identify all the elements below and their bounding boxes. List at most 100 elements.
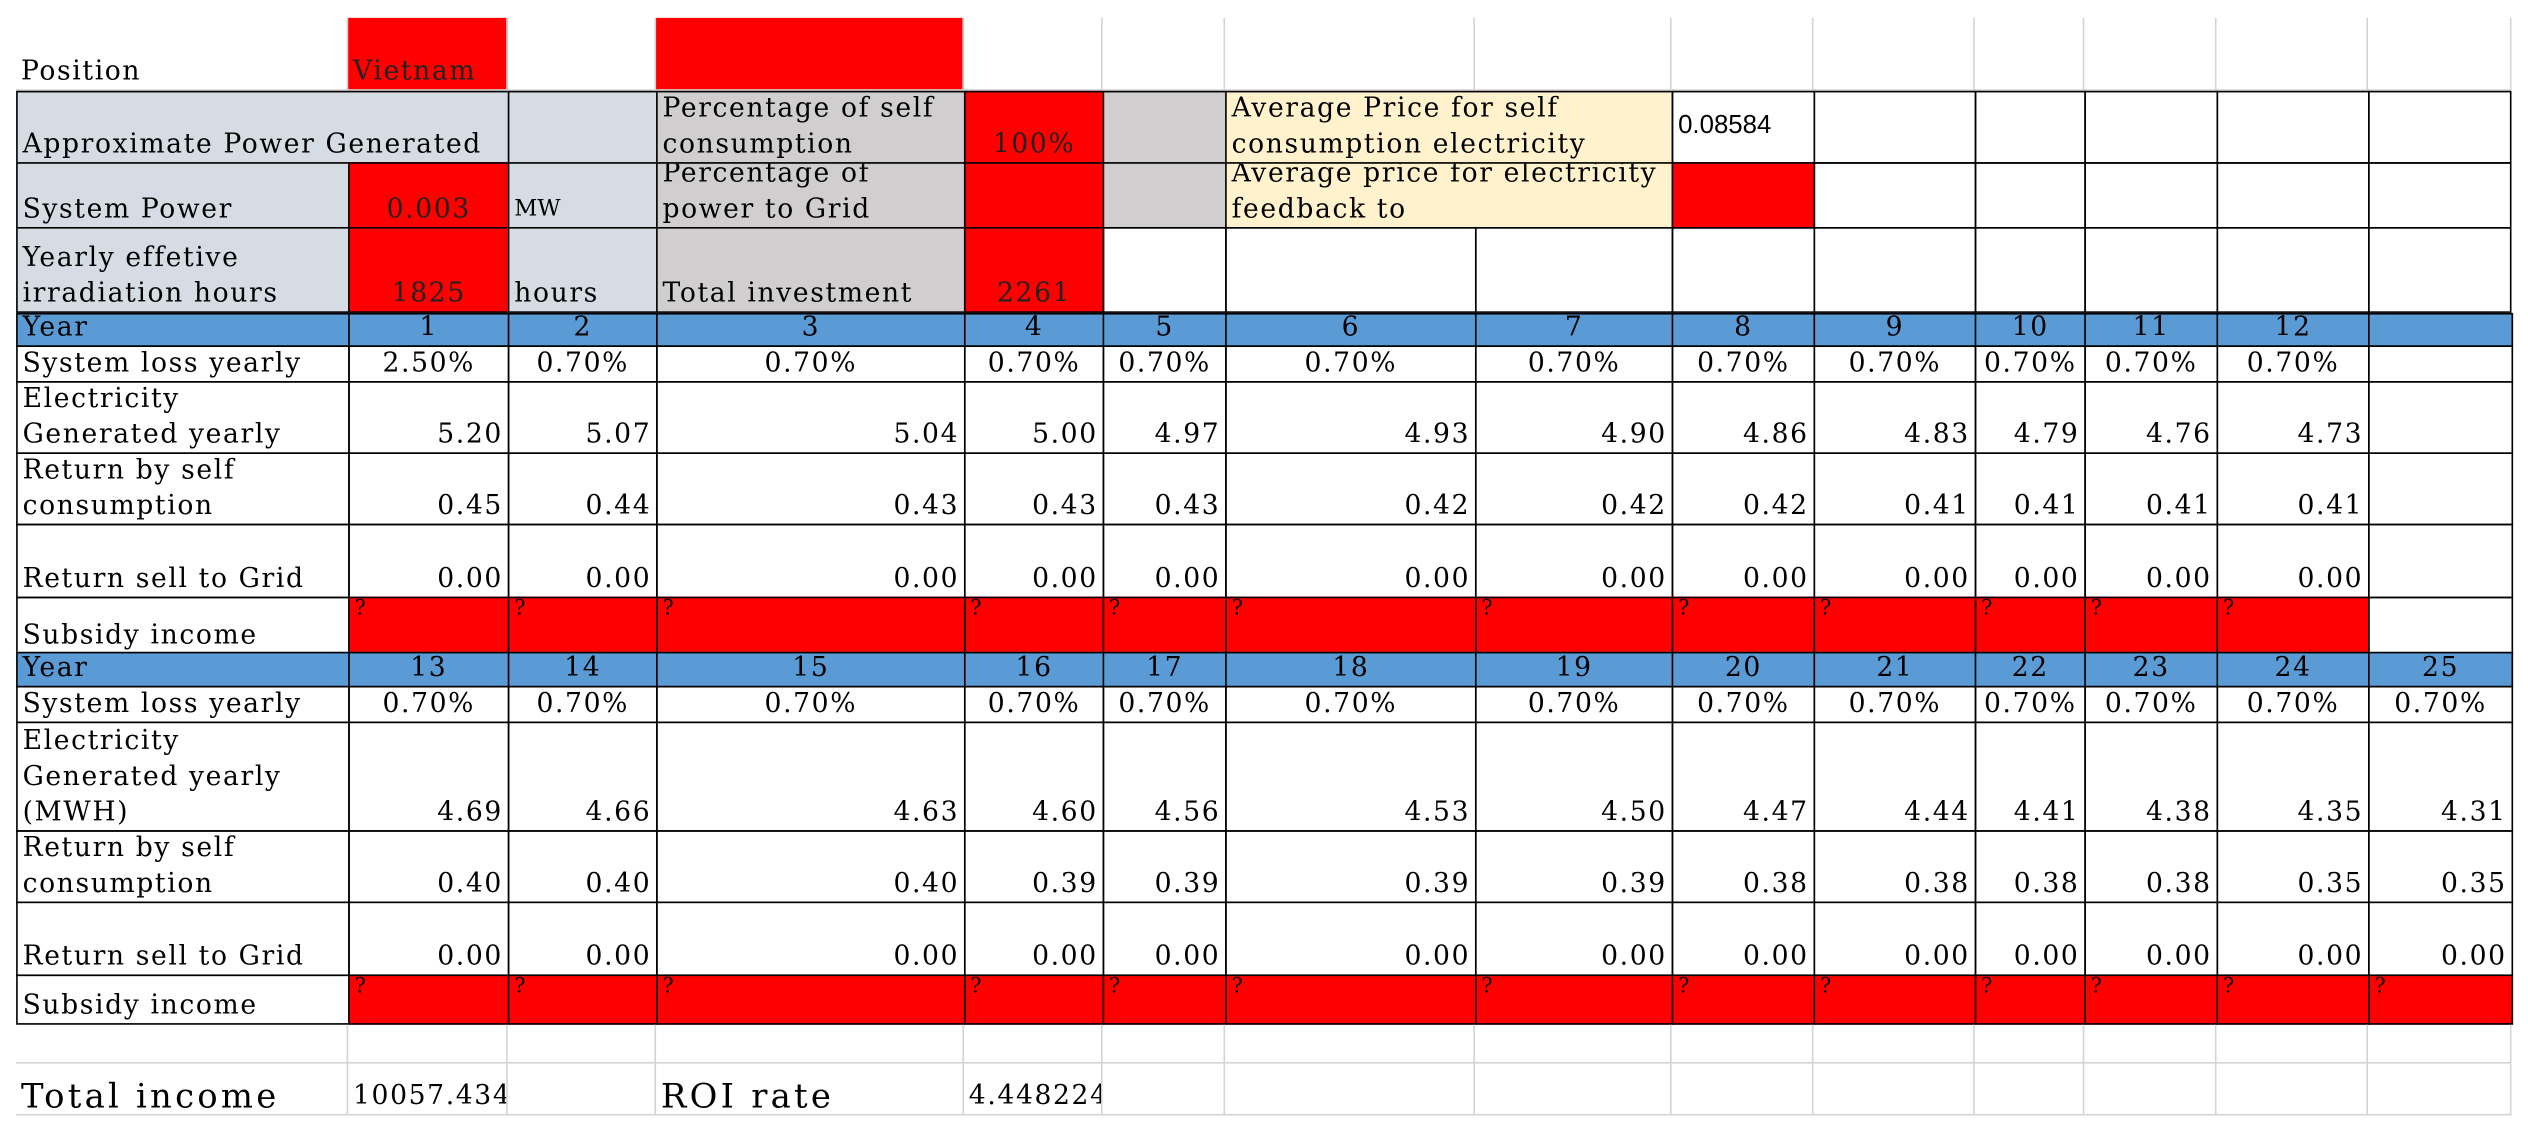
year-header-cell[interactable]: 14 (507, 651, 658, 688)
subsidy-cell[interactable]: ? (2216, 974, 2370, 1025)
subsidy-cell[interactable]: ? (1813, 974, 1977, 1025)
empty-cell[interactable] (2368, 1024, 2512, 1064)
year-header-cell[interactable]: 13 (348, 651, 510, 688)
empty-cell[interactable] (1474, 1024, 1672, 1064)
year-header-cell[interactable]: 21 (1813, 651, 1977, 688)
empty-cell[interactable] (1102, 226, 1227, 313)
empty-cell[interactable] (1813, 226, 1977, 313)
electricity-generated-cell[interactable]: 4.73 (2216, 381, 2370, 454)
electricity-generated-cell[interactable]: 4.69 (348, 721, 510, 832)
subsidy-cell[interactable] (2368, 596, 2514, 656)
electricity-generated-cell[interactable]: 4.90 (1474, 381, 1674, 454)
year-header-cell[interactable]: 7 (1474, 312, 1674, 347)
empty-cell[interactable] (1671, 1024, 1814, 1064)
empty-cell[interactable] (348, 1024, 508, 1064)
return-self-cell[interactable]: 0.45 (348, 452, 510, 526)
empty-cell[interactable] (1974, 226, 2086, 313)
empty-cell[interactable] (2368, 162, 2512, 229)
subsidy-cell[interactable]: ? (1813, 596, 1977, 656)
empty-cell[interactable] (1474, 1063, 1672, 1116)
return-self-cell[interactable]: 0.40 (507, 830, 658, 904)
empty-cell[interactable] (963, 17, 1103, 91)
subsidy-cell[interactable]: ? (507, 974, 658, 1025)
return-self-cell[interactable]: 0.43 (656, 452, 966, 526)
return-self-cell[interactable]: 0.39 (963, 830, 1105, 904)
empty-cell[interactable] (2084, 1024, 2217, 1064)
subsidy-cell[interactable]: ? (2084, 596, 2219, 656)
total-income-label[interactable]: Total income (16, 1063, 349, 1116)
empty-cell[interactable] (1102, 17, 1226, 91)
subsidy-cell[interactable]: ? (1671, 596, 1816, 656)
system-power-label[interactable]: System Power (16, 162, 350, 229)
empty-cell[interactable] (2084, 1063, 2217, 1116)
avg-price-self-label[interactable]: Average Price for self consumption elect… (1225, 90, 1674, 164)
system-loss-cell[interactable]: 0.70% (507, 345, 658, 383)
empty-cell[interactable] (2216, 17, 2369, 91)
subsidy-cell[interactable]: ? (2368, 974, 2514, 1025)
system-loss-cell[interactable]: 0.70% (507, 685, 658, 724)
system-loss-cell[interactable]: 0.70% (1102, 345, 1227, 383)
return-grid-cell[interactable]: 0.00 (1671, 523, 1816, 599)
system-loss-cell[interactable]: 0.70% (2084, 345, 2219, 383)
system-loss-label[interactable]: System loss yearly (16, 685, 350, 724)
empty-cell[interactable] (2368, 1063, 2512, 1116)
empty-cell[interactable] (1102, 1024, 1226, 1064)
empty-cell[interactable] (1102, 90, 1227, 164)
electricity-generated-cell[interactable]: 4.66 (507, 721, 658, 832)
subsidy-cell[interactable]: ? (1974, 974, 2086, 1025)
irradiation-value[interactable]: 1825 (348, 226, 510, 313)
subsidy-label[interactable]: Subsidy income (16, 974, 350, 1025)
year-header-cell[interactable]: 12 (2216, 312, 2370, 347)
return-self-cell[interactable] (2368, 452, 2514, 526)
year-header-cell[interactable]: 18 (1225, 651, 1477, 688)
return-grid-cell[interactable]: 0.00 (507, 901, 658, 977)
system-loss-label[interactable]: System loss yearly (16, 345, 350, 383)
irradiation-unit[interactable]: hours (507, 226, 658, 313)
electricity-generated-cell[interactable]: 4.31 (2368, 721, 2514, 832)
electricity-generated-cell[interactable]: 4.56 (1102, 721, 1227, 832)
electricity-generated-cell[interactable]: 5.07 (507, 381, 658, 454)
subsidy-cell[interactable]: ? (656, 596, 966, 656)
return-grid-cell[interactable]: 0.00 (1102, 523, 1227, 599)
self-consumption-pct-label[interactable]: Percentage of self consumption (656, 90, 966, 164)
avg-price-feedback-label[interactable]: Average price for electricity feedback t… (1225, 162, 1674, 229)
empty-cell[interactable] (1813, 1063, 1975, 1116)
return-grid-cell[interactable]: 0.00 (656, 523, 966, 599)
total-income-value[interactable]: 10057.434 (348, 1063, 508, 1116)
year-header-cell[interactable]: 22 (1974, 651, 2086, 688)
return-grid-cell[interactable] (2368, 523, 2514, 599)
subsidy-cell[interactable]: ? (1102, 974, 1227, 1025)
return-grid-cell[interactable]: 0.00 (2216, 523, 2370, 599)
empty-cell[interactable] (1102, 162, 1227, 229)
return-grid-cell[interactable]: 0.00 (1974, 523, 2086, 599)
system-loss-cell[interactable]: 0.70% (1671, 345, 1816, 383)
electricity-generated-cell[interactable]: 4.35 (2216, 721, 2370, 832)
electricity-generated-cell[interactable]: 4.76 (2084, 381, 2219, 454)
empty-cell[interactable] (507, 90, 658, 164)
system-loss-cell[interactable]: 0.70% (1225, 685, 1477, 724)
year-header-cell[interactable]: 25 (2368, 651, 2514, 688)
electricity-generated-cell[interactable]: 4.83 (1813, 381, 1977, 454)
roi-value[interactable]: 4.448224 (963, 1063, 1103, 1116)
system-loss-cell[interactable]: 0.70% (1225, 345, 1477, 383)
empty-cell[interactable] (1974, 1024, 2085, 1064)
electricity-generated-cell[interactable]: 5.00 (963, 381, 1105, 454)
system-loss-cell[interactable]: 0.70% (1813, 685, 1977, 724)
empty-cell[interactable] (1974, 17, 2085, 91)
electricity-generated-cell[interactable]: 4.93 (1225, 381, 1477, 454)
return-grid-cell[interactable]: 0.00 (963, 901, 1105, 977)
return-self-cell[interactable]: 0.38 (1671, 830, 1816, 904)
electricity-generated-cell[interactable]: 4.53 (1225, 721, 1477, 832)
total-investment-value[interactable]: 2261 (963, 226, 1105, 313)
electricity-generated-cell[interactable]: 4.41 (1974, 721, 2086, 832)
electricity-generated-label[interactable]: Electricity Generated yearly (MWH) (16, 721, 350, 832)
subsidy-cell[interactable]: ? (963, 974, 1105, 1025)
year-header-cell[interactable]: 17 (1102, 651, 1227, 688)
position-label[interactable]: Position (16, 17, 349, 91)
year-header-cell[interactable]: 4 (963, 312, 1105, 347)
system-loss-cell[interactable]: 2.50% (348, 345, 510, 383)
year-header-cell[interactable]: 20 (1671, 651, 1816, 688)
system-loss-cell[interactable]: 0.70% (963, 345, 1105, 383)
system-loss-cell[interactable]: 0.70% (1813, 345, 1977, 383)
system-loss-cell[interactable]: 0.70% (1474, 685, 1674, 724)
